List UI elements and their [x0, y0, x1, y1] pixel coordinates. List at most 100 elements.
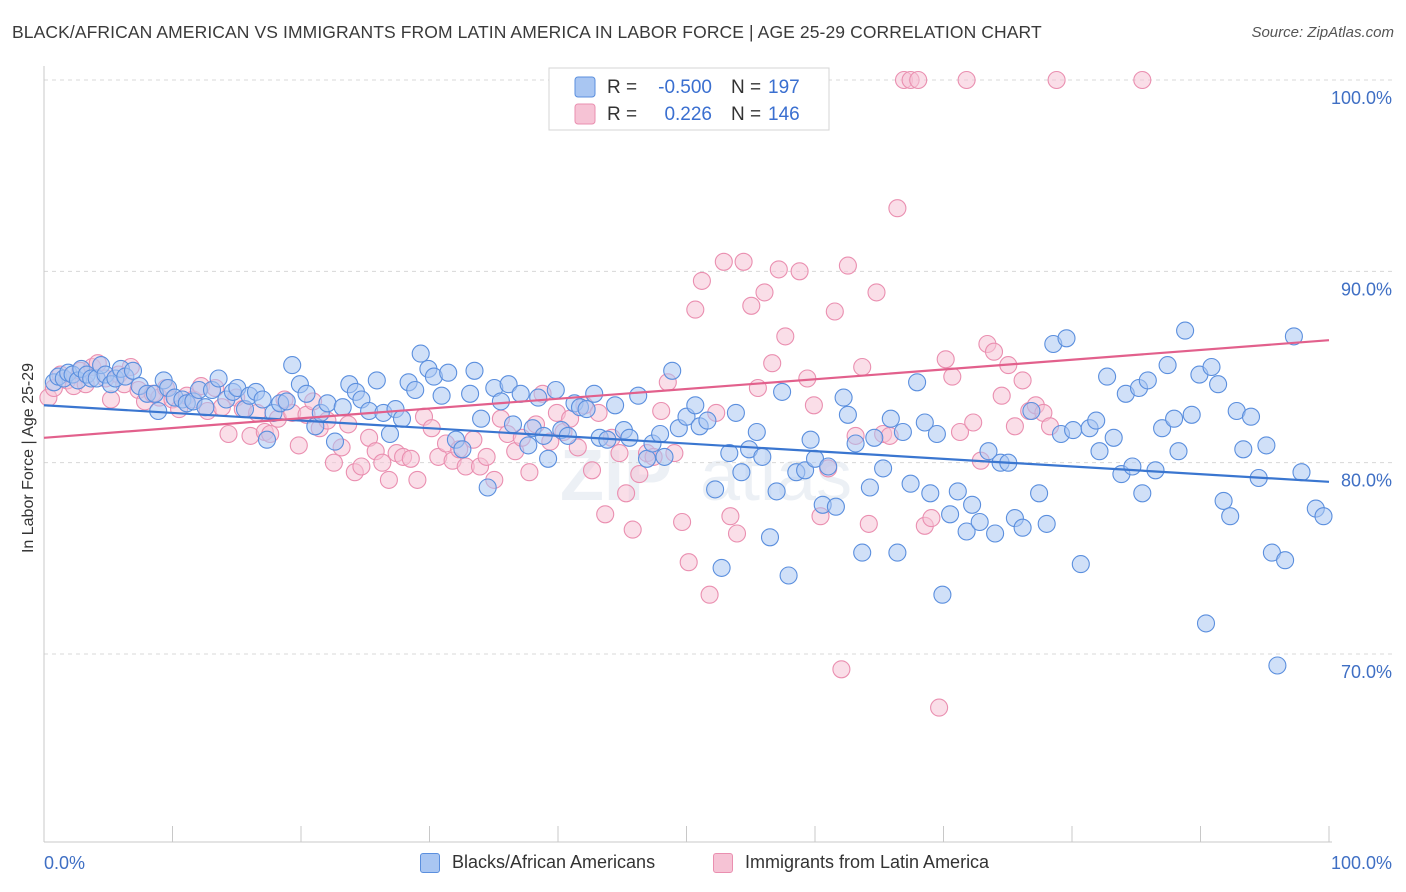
data-point: [1057, 329, 1076, 348]
data-point: [734, 252, 753, 271]
y-tick-label: 70.0%: [1341, 662, 1392, 682]
data-point: [790, 262, 809, 281]
data-point: [333, 398, 352, 417]
data-point: [453, 440, 472, 459]
data-point: [318, 394, 337, 413]
data-point: [379, 470, 398, 489]
data-point: [686, 396, 705, 415]
data-point: [606, 396, 625, 415]
data-point: [283, 356, 302, 375]
data-point: [1176, 321, 1195, 340]
data-point: [948, 482, 967, 501]
data-point: [755, 283, 774, 302]
data-point: [1064, 421, 1083, 440]
data-point: [367, 371, 386, 390]
data-point: [853, 357, 872, 377]
data-point: [123, 361, 143, 380]
data-point: [380, 424, 400, 444]
data-point: [970, 512, 989, 532]
legend-swatch-blue: [420, 852, 440, 873]
data-point: [1138, 371, 1157, 390]
data-point: [1234, 440, 1253, 459]
data-point: [859, 514, 878, 533]
data-point: [1087, 411, 1106, 430]
data-point: [539, 449, 558, 468]
x-tick-label-max: 100.0%: [1331, 853, 1392, 873]
data-point: [1169, 442, 1188, 461]
data-point: [742, 296, 761, 315]
data-point: [663, 361, 682, 380]
correlation-legend: R = -0.500 N = 197 R = 0.226 N = 146: [548, 67, 830, 131]
data-point: [698, 411, 717, 430]
legend-n-label: N =: [731, 104, 761, 125]
data-point: [963, 495, 982, 514]
data-point: [637, 449, 657, 468]
data-point: [1005, 417, 1024, 436]
data-point: [838, 256, 857, 275]
data-point: [893, 422, 912, 442]
data-point: [196, 398, 215, 417]
data-point: [297, 384, 316, 403]
data-point: [776, 327, 795, 346]
data-point: [673, 512, 692, 532]
data-point: [411, 344, 430, 363]
data-point: [1284, 327, 1303, 346]
data-point: [760, 528, 780, 547]
data-point: [796, 461, 815, 480]
data-point: [686, 300, 705, 319]
data-point: [472, 409, 491, 428]
data-point: [520, 463, 539, 482]
data-point: [1037, 514, 1056, 533]
data-point: [610, 444, 629, 463]
data-point: [499, 375, 518, 394]
y-axis-label: In Labor Force | Age 25-29: [20, 362, 37, 554]
legend-swatch: [574, 76, 596, 98]
data-point: [325, 432, 345, 451]
data-point: [825, 302, 844, 321]
data-point: [950, 422, 970, 442]
data-point: [801, 430, 820, 449]
data-point: [747, 422, 766, 442]
data-point: [1314, 507, 1333, 526]
data-point: [832, 660, 851, 679]
data-point: [1153, 419, 1172, 438]
data-point: [582, 461, 602, 480]
data-point: [826, 497, 845, 516]
data-point: [865, 428, 884, 447]
data-point: [1133, 70, 1152, 90]
data-point: [834, 388, 853, 407]
legend-n-value: 146: [768, 104, 800, 125]
data-point: [477, 447, 496, 466]
data-point: [1022, 401, 1041, 421]
data-point: [651, 424, 670, 444]
data-point: [936, 350, 955, 369]
data-point: [943, 367, 962, 386]
data-point: [1221, 507, 1240, 526]
legend-n-value: 197: [768, 77, 800, 98]
data-point: [577, 400, 596, 419]
data-point: [1292, 463, 1311, 482]
data-point: [874, 459, 893, 478]
data-point: [921, 484, 940, 503]
legend-swatch-pink: [713, 852, 733, 873]
data-point: [655, 447, 674, 466]
data-point: [617, 484, 636, 503]
data-point: [503, 415, 523, 434]
data-point: [692, 271, 711, 290]
data-point: [1241, 407, 1261, 426]
data-point: [1123, 457, 1142, 476]
data-point: [773, 382, 792, 401]
data-point: [726, 403, 745, 422]
data-point: [957, 70, 976, 90]
data-point: [465, 361, 484, 380]
data-point: [652, 401, 671, 421]
data-point: [1104, 428, 1123, 447]
legend-r-value: -0.500: [658, 77, 712, 98]
legend-swatch: [574, 103, 596, 125]
chart-title: BLACK/AFRICAN AMERICAN VS IMMIGRANTS FRO…: [12, 22, 1042, 42]
data-point: [909, 70, 928, 90]
data-point: [406, 380, 425, 400]
trend-line-immigrants: [43, 339, 1330, 439]
data-point: [209, 369, 228, 388]
